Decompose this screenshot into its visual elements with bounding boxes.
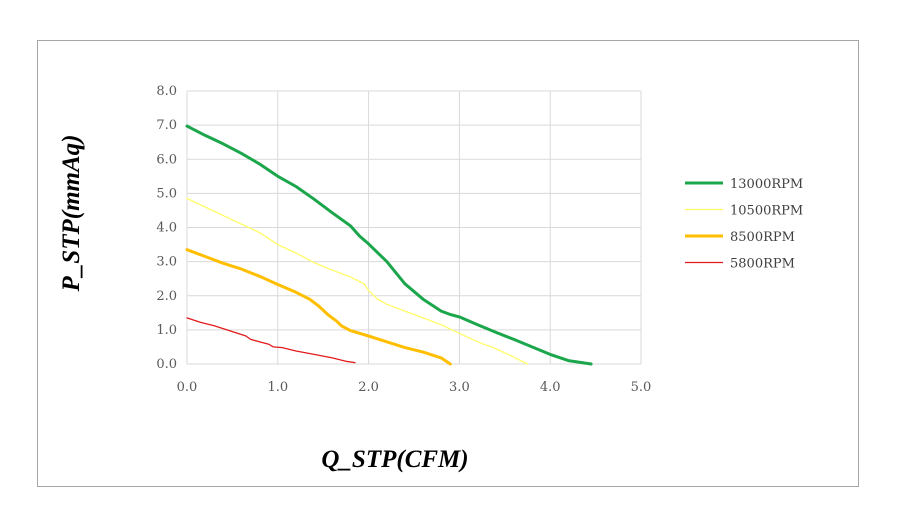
series-lines — [185, 124, 593, 366]
x-tick-label: 2.0 — [358, 380, 379, 395]
gridlines — [186, 90, 642, 365]
series-line-10500RPM — [186, 197, 529, 365]
y-tick-label: 3.0 — [156, 255, 177, 270]
y-tick-label: 0.0 — [156, 357, 177, 372]
legend-entry-label: 10500RPM — [730, 204, 803, 219]
series-line-13000RPM — [185, 124, 593, 366]
x-tick-label: 0.0 — [177, 380, 198, 395]
legend-entry-label: 13000RPM — [730, 177, 803, 192]
chart-frame — [37, 40, 859, 487]
y-tick-label: 7.0 — [156, 118, 177, 133]
legend: 13000RPM 10500RPM 8500RPM 5800RPM — [685, 177, 803, 272]
x-tick-label: 5.0 — [631, 380, 652, 395]
x-tick-labels: 0.0 1.0 2.0 3.0 4.0 5.0 — [177, 380, 652, 395]
y-tick-label: 5.0 — [156, 186, 177, 201]
series-line-5800RPM — [186, 317, 356, 364]
y-tick-label: 2.0 — [156, 289, 177, 304]
y-tick-label: 4.0 — [156, 221, 177, 236]
y-axis-title: P_STP(mmAq) — [58, 135, 85, 293]
y-tick-label: 6.0 — [156, 152, 177, 167]
legend-entry-label: 8500RPM — [730, 230, 795, 245]
series-line-8500RPM — [185, 248, 452, 366]
x-tick-label: 4.0 — [540, 380, 561, 395]
x-tick-label: 1.0 — [267, 380, 288, 395]
y-tick-labels: 0.0 1.0 2.0 3.0 4.0 5.0 6.0 7.0 8.0 — [156, 84, 177, 372]
y-tick-label: 8.0 — [156, 84, 177, 99]
x-axis-title: Q_STP(CFM) — [321, 446, 468, 473]
legend-entry-label: 5800RPM — [730, 257, 795, 272]
x-tick-label: 3.0 — [449, 380, 470, 395]
y-tick-label: 1.0 — [156, 323, 177, 338]
